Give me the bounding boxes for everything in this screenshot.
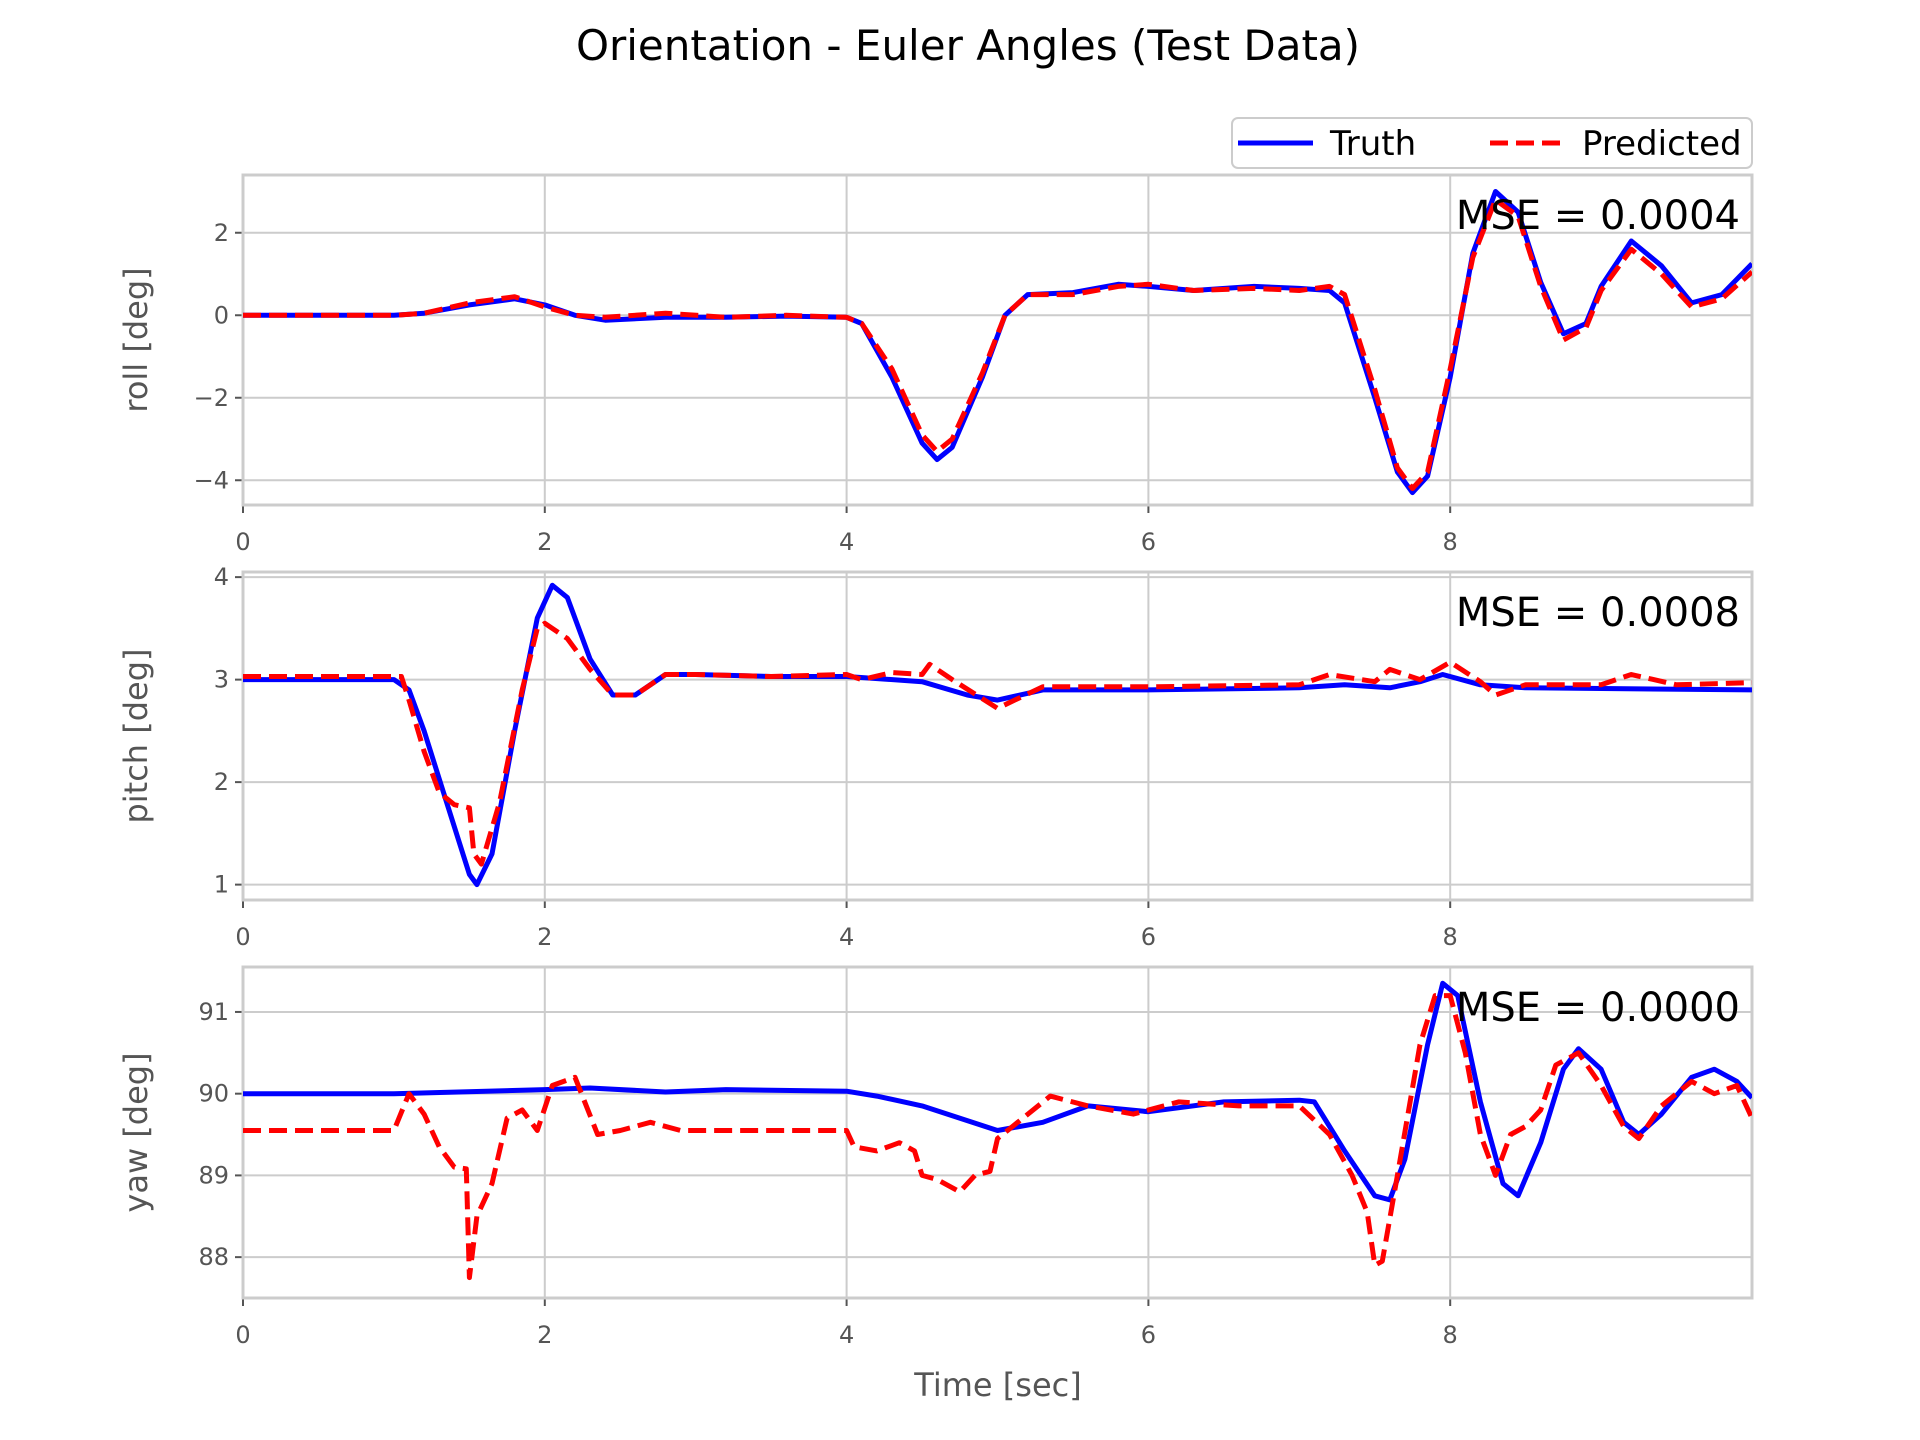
y-tick-label: 2 [214,219,229,247]
mse-annotation: MSE = 0.0008 [1456,590,1740,636]
x-tick-label: 2 [537,1321,552,1349]
series-line-truth [243,582,1752,888]
chart-title: Orientation - Euler Angles (Test Data) [576,21,1360,70]
series-group [243,980,1752,1281]
y-tick-label: 88 [198,1243,229,1271]
y-axis-label: yaw [deg] [117,1052,155,1212]
subplot-0: 0 2 4 6 8 −4 −2 0 2 roll [deg] MSE = 0.0004 [117,173,1754,556]
series-line-predicted [243,620,1752,867]
x-axis-label: Time [sec] [913,1366,1081,1404]
series-line-predicted [243,197,1752,491]
x-tick-label: 8 [1443,528,1458,556]
x-tick-label: 0 [235,923,250,951]
axes-frame [241,570,1754,902]
subplot-1: 0 2 4 6 8 1 2 3 4 pitch [deg] MSE = 0.0008 [117,563,1754,951]
axes-frame [241,173,1754,507]
x-tick-label: 6 [1141,923,1156,951]
x-tick-label: 8 [1443,1321,1458,1349]
y-tick-label: 90 [198,1080,229,1108]
x-tick-label: 6 [1141,528,1156,556]
x-tick-label: 0 [235,528,250,556]
x-tick-label: 4 [839,1321,854,1349]
x-tick-label: 4 [839,923,854,951]
legend-label-predicted: Predicted [1582,124,1742,164]
x-tick-label: 2 [537,923,552,951]
y-tick-label: 3 [214,666,229,694]
y-tick-label: 0 [214,301,229,329]
y-axis-label: roll [deg] [117,267,155,412]
legend-label-truth: Truth [1329,124,1416,164]
y-tick-label: 91 [198,998,229,1026]
series-group [243,582,1752,888]
y-tick-label: −4 [194,466,229,494]
x-tick-label: 2 [537,528,552,556]
x-tick-label: 6 [1141,1321,1156,1349]
y-tick-label: 1 [214,871,229,899]
mse-annotation: MSE = 0.0000 [1456,985,1740,1031]
y-tick-label: 89 [198,1161,229,1189]
x-tick-label: 8 [1443,923,1458,951]
y-tick-label: −2 [194,384,229,412]
x-tick-label: 4 [839,528,854,556]
subplot-panels: 0 2 4 6 8 −4 −2 0 2 roll [deg] MSE = 0.0004 0 2 4 6 8 1 2… [117,173,1754,1349]
mse-annotation: MSE = 0.0004 [1456,193,1740,239]
legend: Truth Predicted [1231,117,1753,169]
x-tick-label: 0 [235,1321,250,1349]
series-line-predicted [243,993,1752,1281]
y-tick-label: 4 [214,563,229,591]
y-tick-label: 2 [214,768,229,796]
y-axis-label: pitch [deg] [117,648,155,823]
series-group [243,189,1752,496]
